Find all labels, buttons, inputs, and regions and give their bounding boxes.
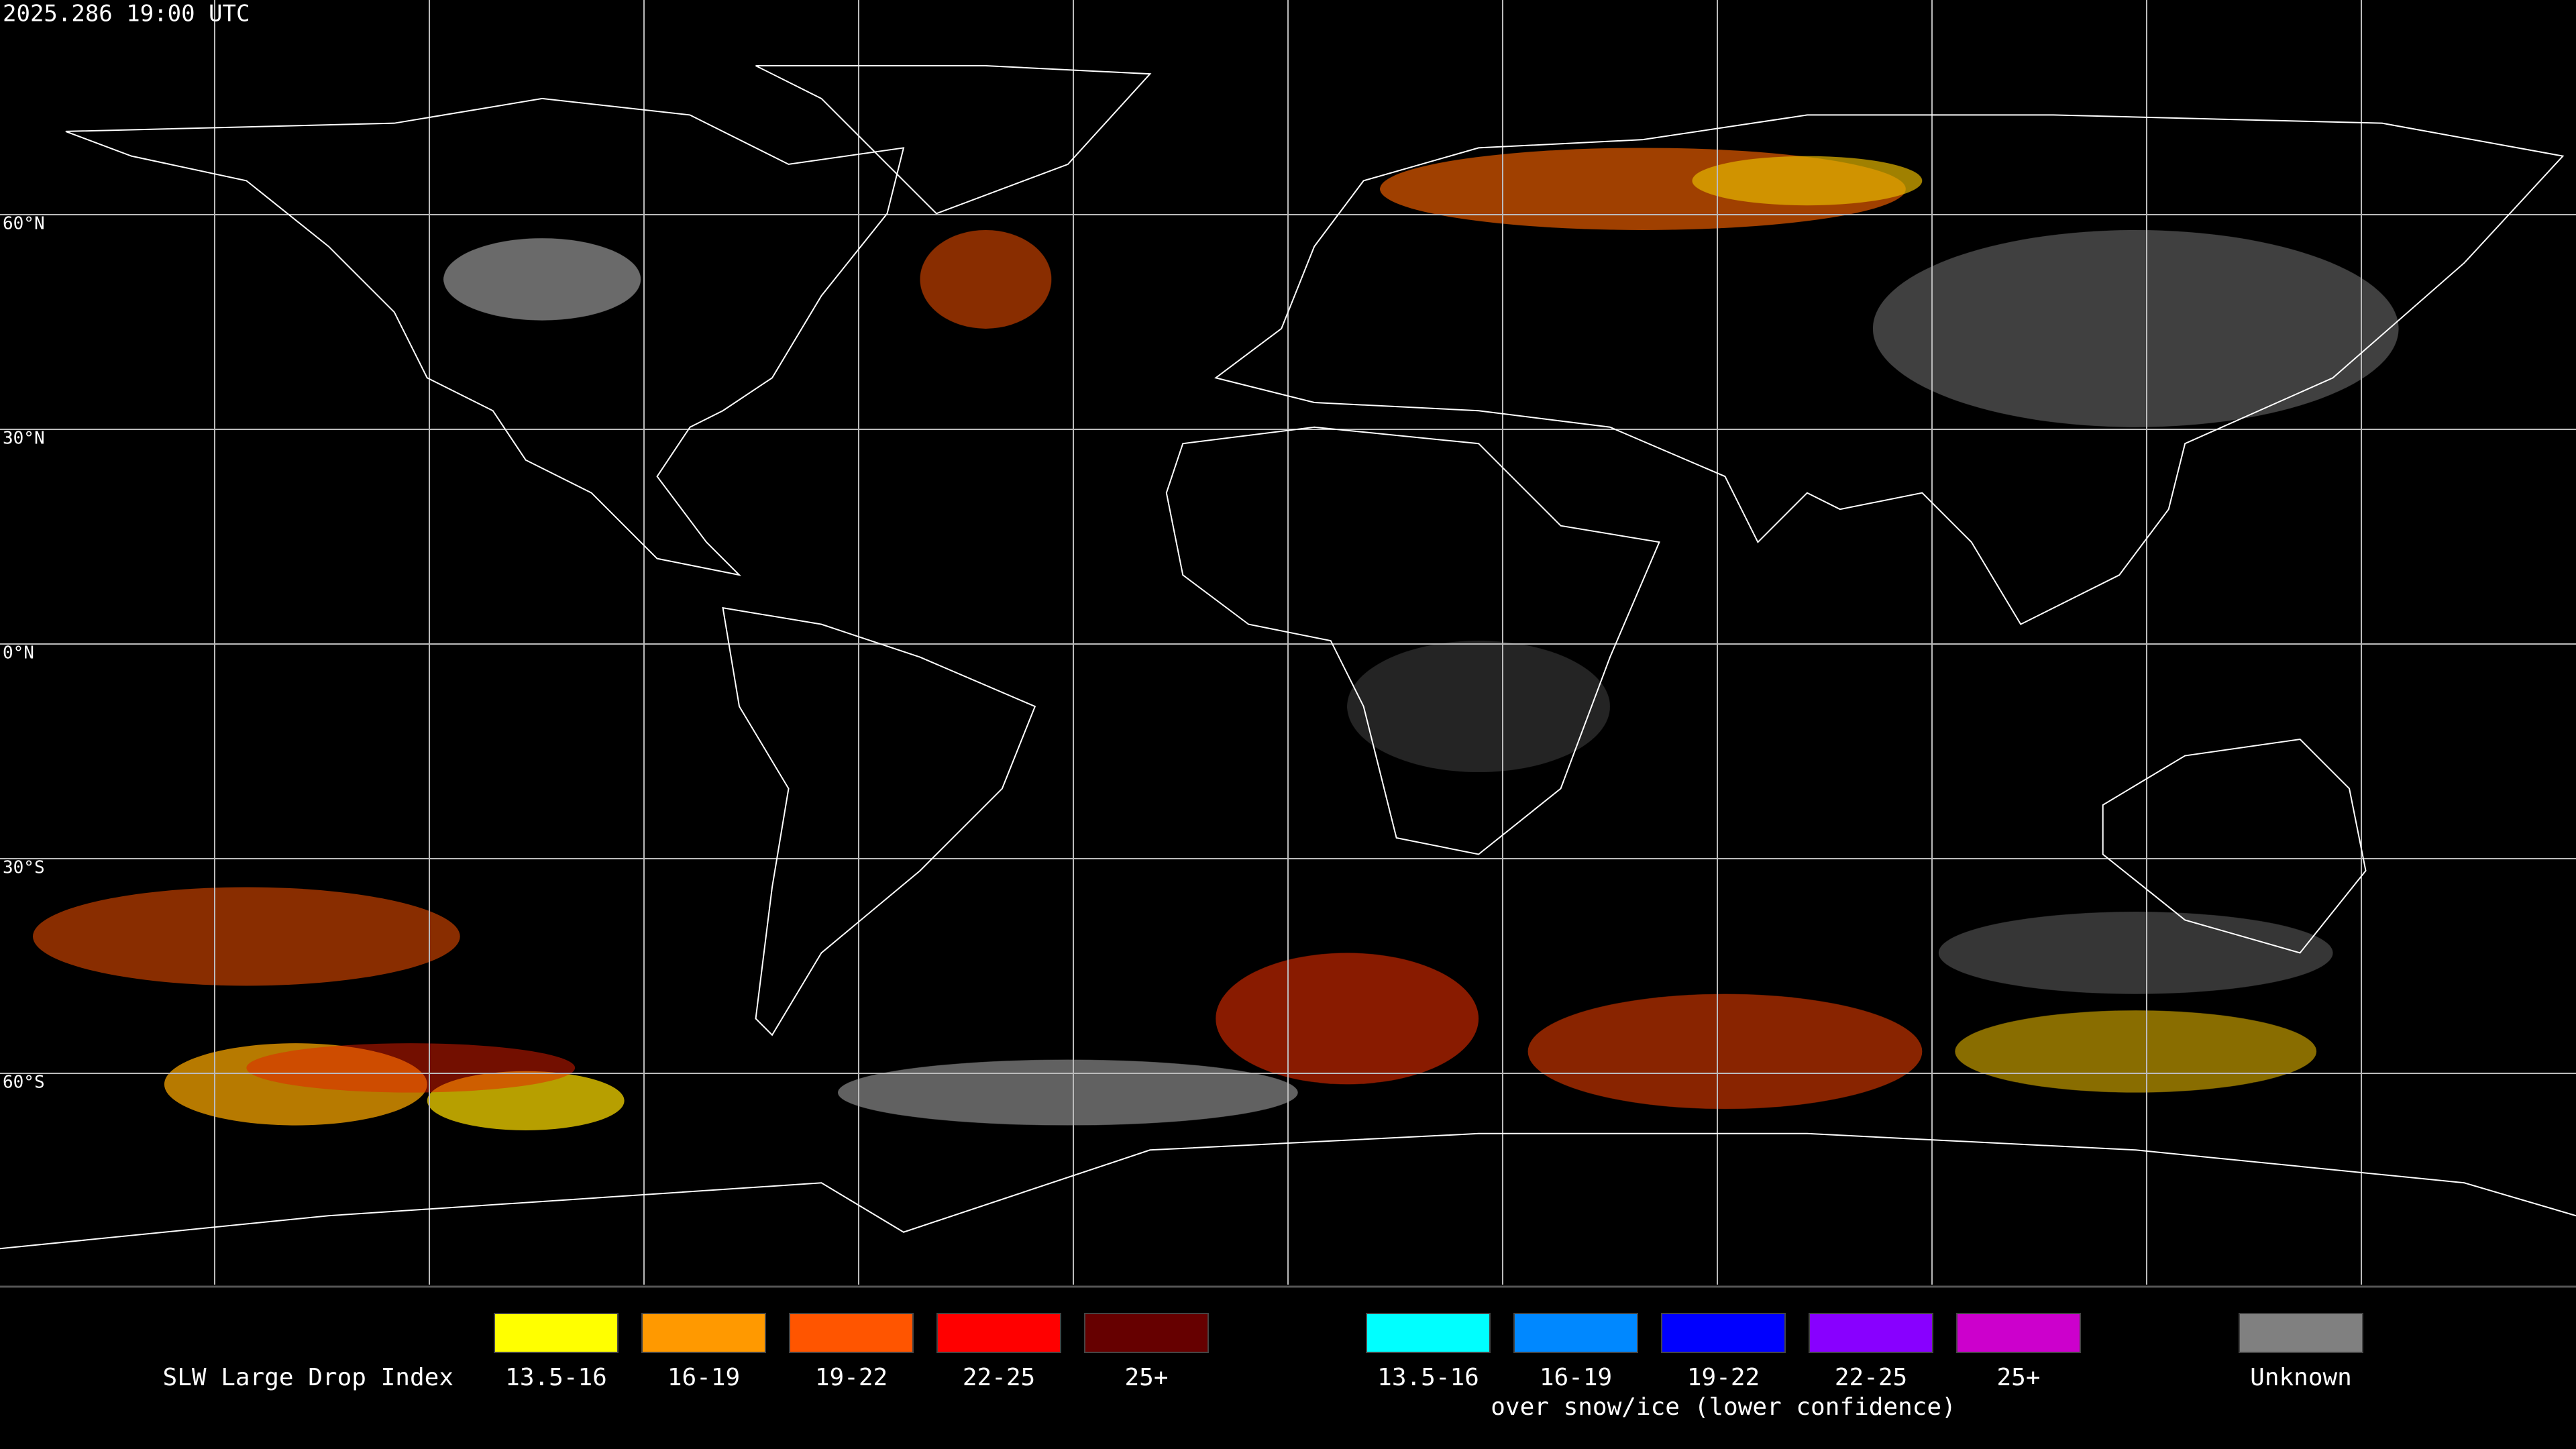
legend-swatch: [494, 1313, 619, 1353]
map: 60°N 30°N 0°N 30°S 60°S: [0, 0, 2576, 1285]
legend-label: 25+: [1124, 1364, 1168, 1391]
legend-note: over snow/ice (lower confidence): [1491, 1393, 1956, 1421]
legend-label: 25+: [1996, 1364, 2040, 1391]
timestamp: 2025.286 19:00 UTC: [3, 1, 250, 28]
legend-label: 16-19: [1540, 1364, 1612, 1391]
legend-label: 13.5-16: [505, 1364, 607, 1391]
legend-label: 16-19: [667, 1364, 740, 1391]
cloud-field: [32, 148, 2399, 1130]
legend-label: 19-22: [815, 1364, 888, 1391]
legend-swatch: [936, 1313, 1061, 1353]
latitude-label: 30°S: [3, 858, 45, 878]
latitude-label: 60°S: [3, 1073, 45, 1093]
legend: SLW Large Drop Index 13.5-16 16-19 19-22 22…: [163, 1313, 2363, 1421]
legend-swatch: [1956, 1313, 2081, 1353]
legend-swatch: [1661, 1313, 1786, 1353]
legend-label: 22-25: [963, 1364, 1035, 1391]
coastlines: [0, 66, 2576, 1248]
legend-title: SLW Large Drop Index: [163, 1364, 453, 1391]
legend-label: 19-22: [1687, 1364, 1760, 1391]
legend-swatch: [789, 1313, 914, 1353]
legend-label: Unknown: [2250, 1364, 2352, 1391]
latitude-label: 0°N: [3, 643, 34, 663]
legend-swatch: [1809, 1313, 1933, 1353]
legend-label: 13.5-16: [1377, 1364, 1479, 1391]
legend-label: 22-25: [1835, 1364, 1907, 1391]
latitude-label: 60°N: [3, 214, 45, 234]
legend-swatch: [1084, 1313, 1209, 1353]
latitude-labels: 60°N 30°N 0°N 30°S 60°S: [3, 214, 45, 1093]
legend-swatch: [1513, 1313, 1638, 1353]
legend-swatch: [2239, 1313, 2363, 1353]
latitude-label: 30°N: [3, 429, 45, 449]
legend-swatch: [1366, 1313, 1491, 1353]
grid: [0, 0, 2576, 1285]
legend-swatch: [641, 1313, 766, 1353]
